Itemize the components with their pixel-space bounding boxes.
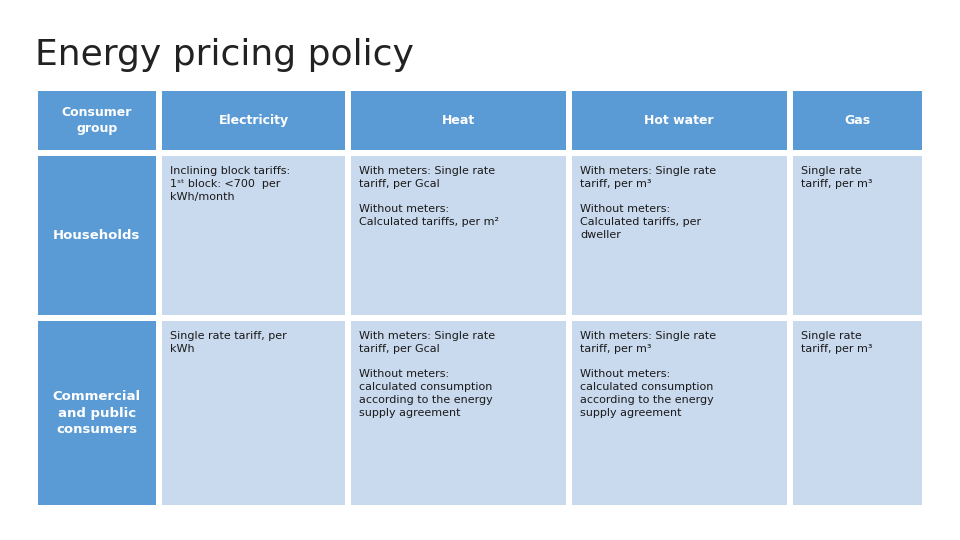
- Text: Hot water: Hot water: [644, 114, 714, 127]
- Text: Single rate
tariff, per m³: Single rate tariff, per m³: [801, 331, 872, 354]
- Bar: [572, 321, 786, 505]
- Text: Consumer
group: Consumer group: [61, 106, 132, 135]
- Bar: [35, 88, 925, 508]
- Text: Commercial
and public
consumers: Commercial and public consumers: [53, 390, 141, 436]
- Bar: [38, 321, 156, 505]
- Text: With meters: Single rate
tariff, per m³

Without meters:
Calculated tariffs, per: With meters: Single rate tariff, per m³ …: [580, 166, 716, 240]
- Text: With meters: Single rate
tariff, per Gcal

Without meters:
calculated consumptio: With meters: Single rate tariff, per Gca…: [359, 331, 495, 418]
- Bar: [351, 321, 566, 505]
- Text: Single rate
tariff, per m³: Single rate tariff, per m³: [801, 166, 872, 189]
- Text: Energy pricing policy: Energy pricing policy: [35, 38, 414, 72]
- Bar: [793, 321, 922, 505]
- Text: With meters: Single rate
tariff, per Gcal

Without meters:
Calculated tariffs, p: With meters: Single rate tariff, per Gca…: [359, 166, 499, 227]
- Bar: [38, 91, 156, 150]
- Bar: [162, 91, 346, 150]
- Text: With meters: Single rate
tariff, per m³

Without meters:
calculated consumption
: With meters: Single rate tariff, per m³ …: [580, 331, 716, 418]
- Text: Gas: Gas: [844, 114, 871, 127]
- Bar: [38, 156, 156, 315]
- Bar: [351, 156, 566, 315]
- Bar: [162, 321, 346, 505]
- Text: Single rate tariff, per
kWh: Single rate tariff, per kWh: [170, 331, 287, 354]
- Bar: [572, 91, 786, 150]
- Text: Inclining block tariffs:
1ˢᵗ block: <700  per
kWh/month: Inclining block tariffs: 1ˢᵗ block: <700…: [170, 166, 290, 201]
- Bar: [793, 91, 922, 150]
- Text: Households: Households: [53, 229, 140, 242]
- Bar: [572, 156, 786, 315]
- Bar: [793, 156, 922, 315]
- Text: Electricity: Electricity: [219, 114, 289, 127]
- Bar: [162, 156, 346, 315]
- Bar: [351, 91, 566, 150]
- Text: Heat: Heat: [443, 114, 475, 127]
